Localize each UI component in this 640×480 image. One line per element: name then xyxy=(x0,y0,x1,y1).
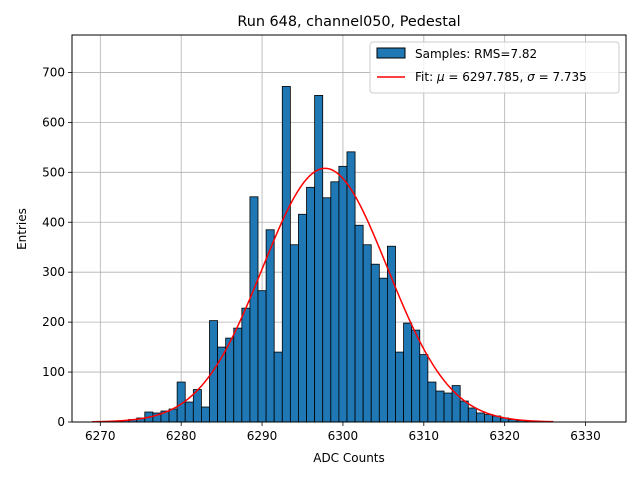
histogram-bar xyxy=(184,401,194,423)
histogram-bar xyxy=(201,406,210,423)
x-tick-label: 6270 xyxy=(85,429,116,443)
histogram-bar xyxy=(370,263,380,423)
histogram-bar xyxy=(346,151,356,423)
histogram-bar xyxy=(475,412,485,423)
histogram-bar xyxy=(306,186,316,423)
y-tick-label: 300 xyxy=(42,265,65,279)
histogram-bar xyxy=(411,329,421,423)
fit-curve-group xyxy=(92,167,554,423)
x-tick-label: 6300 xyxy=(328,429,359,443)
histogram-bar xyxy=(395,351,404,423)
histogram-bar xyxy=(249,196,259,423)
legend-fit-mu-value: = 6297.785, xyxy=(445,70,528,84)
histogram-bar xyxy=(273,351,283,423)
legend-box xyxy=(369,41,620,94)
legend: Samples: RMS=7.82 Fit: μ = 6297.785, σ =… xyxy=(369,41,620,94)
fit-curve xyxy=(92,167,554,423)
legend-samples-swatch xyxy=(376,47,406,59)
legend-samples-label: Samples: RMS=7.82 xyxy=(415,47,537,61)
histogram-bar xyxy=(354,224,364,423)
histogram-bar xyxy=(378,277,388,423)
histogram-bar xyxy=(192,389,202,423)
histogram-bar xyxy=(257,290,267,423)
y-tick-label: 700 xyxy=(42,65,65,79)
histogram-bar xyxy=(298,213,307,423)
y-tick-label: 600 xyxy=(42,115,65,129)
x-axis-ticks: 6270 6280 6290 6300 6310 6320 6330 xyxy=(85,422,601,443)
legend-fit-prefix: Fit: xyxy=(415,70,437,84)
histogram-bar xyxy=(225,337,235,423)
y-tick-label: 400 xyxy=(42,215,65,229)
histogram-bar xyxy=(330,181,340,423)
legend-fit-label: Fit: μ = 6297.785, σ = 7.735 xyxy=(415,70,587,84)
histogram-bar xyxy=(484,414,493,423)
histogram-bar xyxy=(427,381,437,423)
histogram-bar xyxy=(403,322,413,423)
legend-fit-sigma-value: = 7.735 xyxy=(535,70,587,84)
x-axis-label: ADC Counts xyxy=(313,451,385,465)
histogram-bar xyxy=(362,244,372,423)
x-tick-label: 6310 xyxy=(409,429,440,443)
x-tick-label: 6320 xyxy=(489,429,520,443)
histogram-bar xyxy=(322,197,332,423)
x-tick-label: 6280 xyxy=(166,429,197,443)
histogram-bar xyxy=(168,408,178,423)
histogram-bar xyxy=(459,400,469,423)
plot-frame xyxy=(71,34,627,423)
histogram-bar xyxy=(435,390,445,423)
histogram-bar xyxy=(289,244,299,423)
histogram-bar xyxy=(419,354,429,423)
histogram-bar xyxy=(241,307,251,423)
legend-fit-mu-symbol: μ xyxy=(436,70,445,84)
histogram-bar xyxy=(265,229,275,423)
histogram-bar xyxy=(443,392,453,423)
histogram-bar xyxy=(281,86,291,423)
y-axis-ticks: 0 100 200 300 400 500 600 700 xyxy=(42,65,72,429)
x-tick-label: 6290 xyxy=(247,429,278,443)
y-tick-label: 500 xyxy=(42,165,65,179)
histogram-bar xyxy=(338,165,348,423)
chart-title: Run 648, channel050, Pedestal xyxy=(237,14,460,30)
x-tick-label: 6330 xyxy=(570,429,601,443)
y-tick-label: 100 xyxy=(42,365,65,379)
y-axis-label: Entries xyxy=(15,208,29,250)
y-tick-label: 0 xyxy=(57,415,65,429)
histogram-bar xyxy=(233,327,243,423)
histogram-bar xyxy=(314,95,324,423)
y-tick-label: 200 xyxy=(42,315,65,329)
legend-fit-sigma-symbol: σ xyxy=(527,70,535,84)
histogram-bar xyxy=(467,407,477,423)
